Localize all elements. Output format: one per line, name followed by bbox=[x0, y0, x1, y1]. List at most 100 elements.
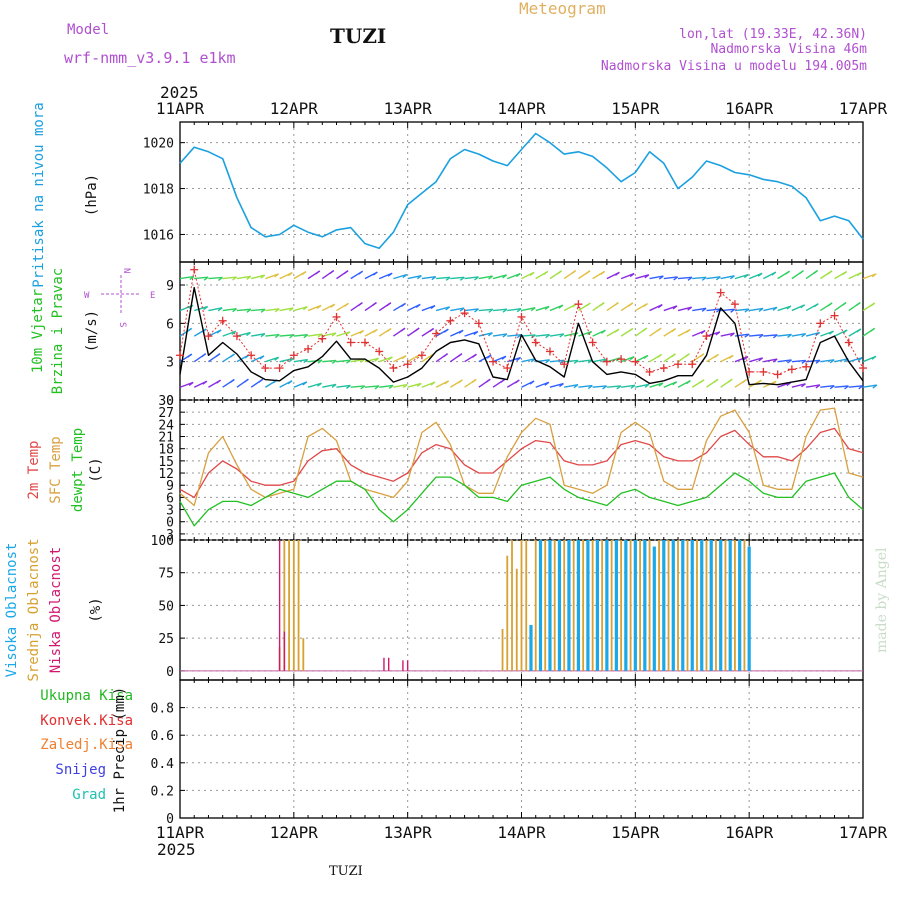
cloud-mid-bar bbox=[501, 628, 504, 671]
wind-arrow bbox=[293, 334, 308, 337]
wind-arrow-head bbox=[727, 378, 733, 383]
wind-arrow-head bbox=[715, 276, 721, 281]
wind-arrow-head bbox=[531, 334, 536, 339]
time-label-bottom: 12APR bbox=[270, 823, 319, 842]
cloud-ylabel-low: Niska Oblacnost bbox=[48, 547, 64, 673]
wind-arrow-head bbox=[471, 378, 477, 383]
cloud-mid-bar bbox=[591, 540, 594, 671]
wind-arrow-head bbox=[772, 334, 778, 339]
cloud-high-bar bbox=[529, 625, 533, 671]
time-label-bottom: 11APR bbox=[156, 823, 205, 842]
wind-arrow bbox=[549, 359, 564, 363]
cloud-low-bar bbox=[402, 660, 404, 671]
wind-arrow-head bbox=[743, 356, 749, 361]
wind-arrow-head bbox=[573, 359, 579, 364]
wind-arrow-head bbox=[415, 303, 421, 308]
cloud-mid-bar bbox=[715, 540, 717, 671]
wind-arrow-head bbox=[815, 384, 821, 389]
wind-arrow-head bbox=[685, 380, 691, 385]
cloud-mid-bar bbox=[743, 540, 746, 671]
cloud-low-bar bbox=[278, 540, 281, 671]
wind-arrow-head bbox=[202, 380, 208, 385]
time-label-top: 11APR bbox=[156, 99, 205, 118]
wind-arrow-head bbox=[730, 275, 735, 280]
wind-arrow-head bbox=[629, 272, 635, 278]
wind-arrow-head bbox=[217, 307, 223, 312]
wind-arrow-head bbox=[387, 356, 393, 361]
wind-arrow-head bbox=[657, 353, 663, 359]
wind-arrow-head bbox=[801, 333, 807, 338]
wind-arrow-head bbox=[530, 307, 536, 312]
wind-arrow-head bbox=[815, 359, 821, 364]
wind-arrow-head bbox=[372, 328, 378, 334]
precip-legend: Ukupna Kisa Konvek.Kisa Zaledj.Kisa Snij… bbox=[40, 688, 133, 803]
cloud-high-bar bbox=[548, 540, 552, 671]
wind-arrow-head bbox=[431, 276, 437, 281]
wind-arrow-head bbox=[258, 378, 264, 383]
wind-arrow-head bbox=[628, 327, 634, 333]
cloud-mid-bar bbox=[582, 540, 585, 671]
wind-arrow bbox=[507, 333, 522, 337]
wind-arrow-head bbox=[386, 302, 392, 307]
wind-arrow-head bbox=[643, 303, 648, 308]
wind-arrow-head bbox=[870, 302, 876, 307]
wind-arrow-head bbox=[287, 380, 293, 385]
wind-arrow bbox=[677, 306, 692, 312]
wind-arrow bbox=[692, 276, 707, 280]
wind-arrow-head bbox=[628, 302, 634, 307]
wind-arrow bbox=[592, 385, 607, 388]
wind-arrow-head bbox=[488, 332, 493, 337]
wind-arrow-head bbox=[730, 308, 736, 313]
y-tick-label: 0 bbox=[166, 516, 174, 531]
wind-arrow-head bbox=[302, 306, 308, 311]
product-title: Meteogram bbox=[519, 0, 606, 18]
cloud-ylabel-high: Visoka Oblacnost bbox=[4, 543, 20, 678]
compass-south-label: S bbox=[117, 322, 127, 327]
wind-arrow-head bbox=[372, 271, 378, 276]
wind-arrow bbox=[663, 305, 678, 312]
wind-arrow bbox=[322, 383, 337, 388]
wind-arrow-head bbox=[715, 331, 721, 336]
wind-arrow bbox=[350, 385, 365, 388]
cloud-high-bar bbox=[576, 540, 581, 671]
wind-arrow-head bbox=[613, 301, 619, 307]
wind-arrow-head bbox=[827, 270, 833, 275]
wind-arrow bbox=[478, 275, 493, 280]
pressure-panel: 1016 1018 1020 bbox=[143, 121, 864, 263]
y-tick-label: 0 bbox=[166, 665, 174, 680]
wind-arrow-head bbox=[642, 327, 648, 332]
wind-arrow-head bbox=[474, 308, 479, 313]
y-tick-label: 18 bbox=[158, 443, 174, 458]
wind-arrow-head bbox=[599, 302, 605, 307]
wind-arrow-head bbox=[443, 353, 449, 358]
wind-arrow-head bbox=[644, 274, 650, 279]
wind-arrow-head bbox=[657, 304, 663, 309]
wind-arrow-head bbox=[488, 308, 494, 313]
time-axis-top: 11APR 12APR 13APR 14APR 15APR 16APR 17APR bbox=[156, 99, 888, 118]
year-bottom: 2025 bbox=[157, 840, 196, 859]
wind-arrow-head bbox=[757, 272, 763, 277]
wind-arrow bbox=[535, 305, 550, 312]
wind-arrow-head bbox=[558, 304, 564, 309]
wind-arrow bbox=[435, 306, 450, 312]
cloud-high-bar bbox=[681, 540, 685, 671]
wind-arrow-head bbox=[374, 385, 380, 390]
wind-arrow-head bbox=[786, 305, 792, 310]
wind-arrow bbox=[521, 358, 536, 363]
panel-frame bbox=[179, 679, 864, 819]
wind-arrow-head bbox=[713, 378, 719, 383]
wind-arrow-head bbox=[274, 273, 279, 278]
wind-arrow-head bbox=[728, 354, 734, 359]
wind-arrow-head bbox=[699, 379, 705, 384]
time-label-top: 14APR bbox=[497, 99, 546, 118]
cloud-high-bar bbox=[605, 540, 609, 671]
cloud-mid-bar bbox=[610, 540, 613, 671]
wind-arrow bbox=[820, 385, 835, 388]
wind-arrow-head bbox=[459, 276, 465, 281]
wind-arrow-head bbox=[673, 276, 679, 281]
wind-arrow bbox=[293, 306, 308, 312]
elevation-label: Nadmorska Visina 46m bbox=[710, 42, 867, 57]
cloud-low-bar bbox=[283, 631, 286, 671]
wind-arrow-head bbox=[841, 302, 847, 307]
wind-arrow-head bbox=[644, 383, 650, 388]
